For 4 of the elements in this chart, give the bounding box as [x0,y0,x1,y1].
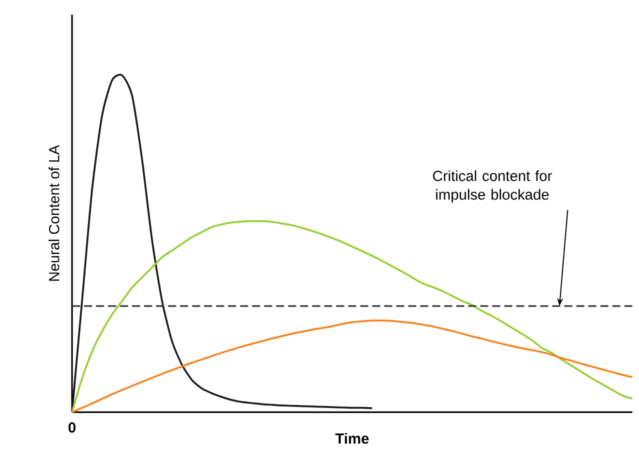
y-axis-title: Neural Content of LA [48,145,60,281]
ref-line-label: Critical content for impulse blockade [433,170,552,203]
x-axis-title: Time [335,432,369,444]
text: 0 [68,422,76,433]
